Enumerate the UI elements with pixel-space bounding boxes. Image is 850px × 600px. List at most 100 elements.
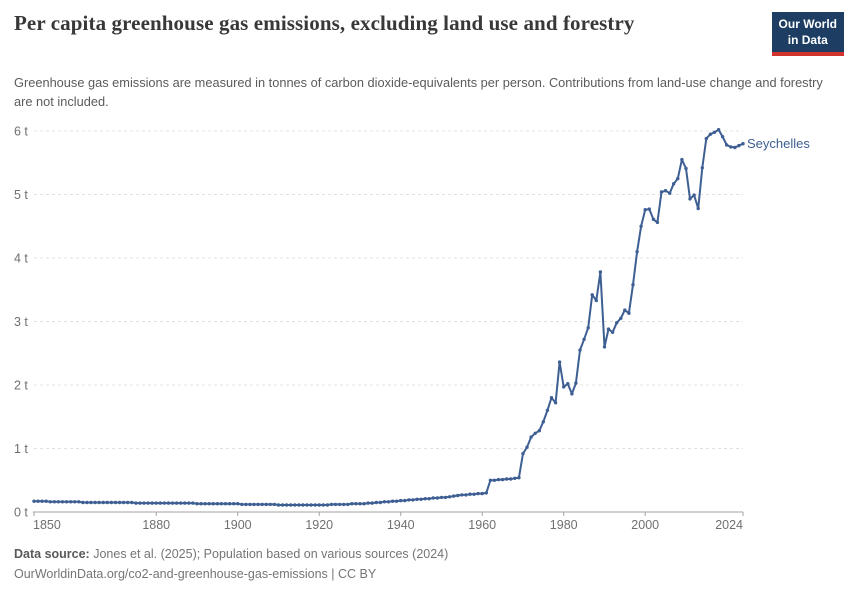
data-point[interactable] xyxy=(505,477,509,481)
data-point[interactable] xyxy=(97,500,101,505)
data-point[interactable] xyxy=(411,498,415,502)
data-point[interactable] xyxy=(101,500,106,505)
data-point[interactable] xyxy=(680,157,684,162)
data-point[interactable] xyxy=(40,499,44,503)
data-point[interactable] xyxy=(639,224,643,228)
data-point[interactable] xyxy=(207,502,211,506)
data-point[interactable] xyxy=(725,143,729,147)
data-point[interactable] xyxy=(566,382,570,386)
data-point[interactable] xyxy=(386,500,391,504)
data-point[interactable] xyxy=(109,500,114,505)
data-point[interactable] xyxy=(472,492,476,496)
data-point[interactable] xyxy=(154,501,158,505)
data-point[interactable] xyxy=(443,495,448,500)
data-point[interactable] xyxy=(244,502,248,507)
data-point[interactable] xyxy=(521,451,525,456)
data-point[interactable] xyxy=(439,495,444,500)
data-point[interactable] xyxy=(492,478,497,482)
data-point[interactable] xyxy=(549,396,554,400)
data-point[interactable] xyxy=(623,308,627,312)
data-point[interactable] xyxy=(500,477,505,482)
data-point[interactable] xyxy=(268,502,272,507)
data-point[interactable] xyxy=(390,499,395,503)
data-point[interactable] xyxy=(329,502,334,507)
data-point[interactable] xyxy=(321,503,325,507)
data-point[interactable] xyxy=(179,501,183,505)
data-point[interactable] xyxy=(496,477,501,482)
data-point[interactable] xyxy=(248,502,252,507)
data-point[interactable] xyxy=(305,503,309,507)
data-point[interactable] xyxy=(183,501,187,505)
data-point[interactable] xyxy=(89,500,93,505)
data-point[interactable] xyxy=(215,502,220,506)
data-point[interactable] xyxy=(484,491,488,495)
data-point[interactable] xyxy=(476,491,480,496)
data-point[interactable] xyxy=(602,345,607,349)
data-point[interactable] xyxy=(240,502,244,507)
data-point[interactable] xyxy=(606,327,611,331)
data-point[interactable] xyxy=(256,502,260,507)
data-point[interactable] xyxy=(562,385,566,389)
data-point[interactable] xyxy=(313,503,317,507)
data-point[interactable] xyxy=(590,293,594,297)
data-point[interactable] xyxy=(615,321,619,325)
data-point[interactable] xyxy=(130,500,134,505)
data-point[interactable] xyxy=(663,189,668,193)
data-point[interactable] xyxy=(720,135,725,139)
data-point[interactable] xyxy=(280,503,285,507)
data-point[interactable] xyxy=(545,408,550,413)
data-point[interactable] xyxy=(456,493,460,498)
data-point[interactable] xyxy=(174,501,179,505)
data-point[interactable] xyxy=(557,360,562,364)
data-point[interactable] xyxy=(48,500,52,504)
data-point[interactable] xyxy=(655,220,660,225)
data-point[interactable] xyxy=(93,500,97,505)
data-point[interactable] xyxy=(578,348,582,352)
data-point[interactable] xyxy=(362,502,366,506)
data-point[interactable] xyxy=(121,500,126,505)
data-point[interactable] xyxy=(647,207,651,211)
data-point[interactable] xyxy=(85,500,89,505)
data-point[interactable] xyxy=(170,501,175,505)
data-point[interactable] xyxy=(737,143,741,148)
data-point[interactable] xyxy=(435,496,440,500)
data-point[interactable] xyxy=(73,500,77,504)
data-point[interactable] xyxy=(297,503,301,507)
data-point[interactable] xyxy=(741,142,745,146)
data-point[interactable] xyxy=(162,501,167,505)
data-point[interactable] xyxy=(236,502,240,506)
data-point[interactable] xyxy=(488,478,493,482)
data-point[interactable] xyxy=(394,499,399,503)
data-point[interactable] xyxy=(166,501,171,505)
data-point[interactable] xyxy=(354,502,358,506)
data-point[interactable] xyxy=(427,497,431,501)
data-point[interactable] xyxy=(211,502,215,506)
data-point[interactable] xyxy=(284,503,289,507)
data-point[interactable] xyxy=(105,500,110,505)
data-point[interactable] xyxy=(378,500,383,505)
data-point[interactable] xyxy=(419,497,423,501)
data-point[interactable] xyxy=(635,250,639,254)
data-point[interactable] xyxy=(631,283,635,287)
data-point[interactable] xyxy=(117,500,122,505)
data-point[interactable] xyxy=(423,497,427,501)
data-point[interactable] xyxy=(44,499,48,503)
data-point[interactable] xyxy=(289,503,293,507)
data-point[interactable] xyxy=(191,501,195,505)
data-point[interactable] xyxy=(688,197,692,201)
data-point[interactable] xyxy=(325,503,330,507)
data-point[interactable] xyxy=(460,493,464,497)
data-point[interactable] xyxy=(627,311,631,315)
data-point[interactable] xyxy=(342,502,346,507)
data-point[interactable] xyxy=(60,500,65,504)
data-point[interactable] xyxy=(712,130,717,134)
data-point[interactable] xyxy=(36,499,40,503)
data-point[interactable] xyxy=(509,477,513,481)
data-point[interactable] xyxy=(733,145,737,150)
data-point[interactable] xyxy=(350,502,354,506)
data-point[interactable] xyxy=(659,190,664,194)
data-point[interactable] xyxy=(407,498,411,502)
data-point[interactable] xyxy=(431,496,435,500)
data-point[interactable] xyxy=(464,493,468,497)
data-point[interactable] xyxy=(533,431,537,435)
